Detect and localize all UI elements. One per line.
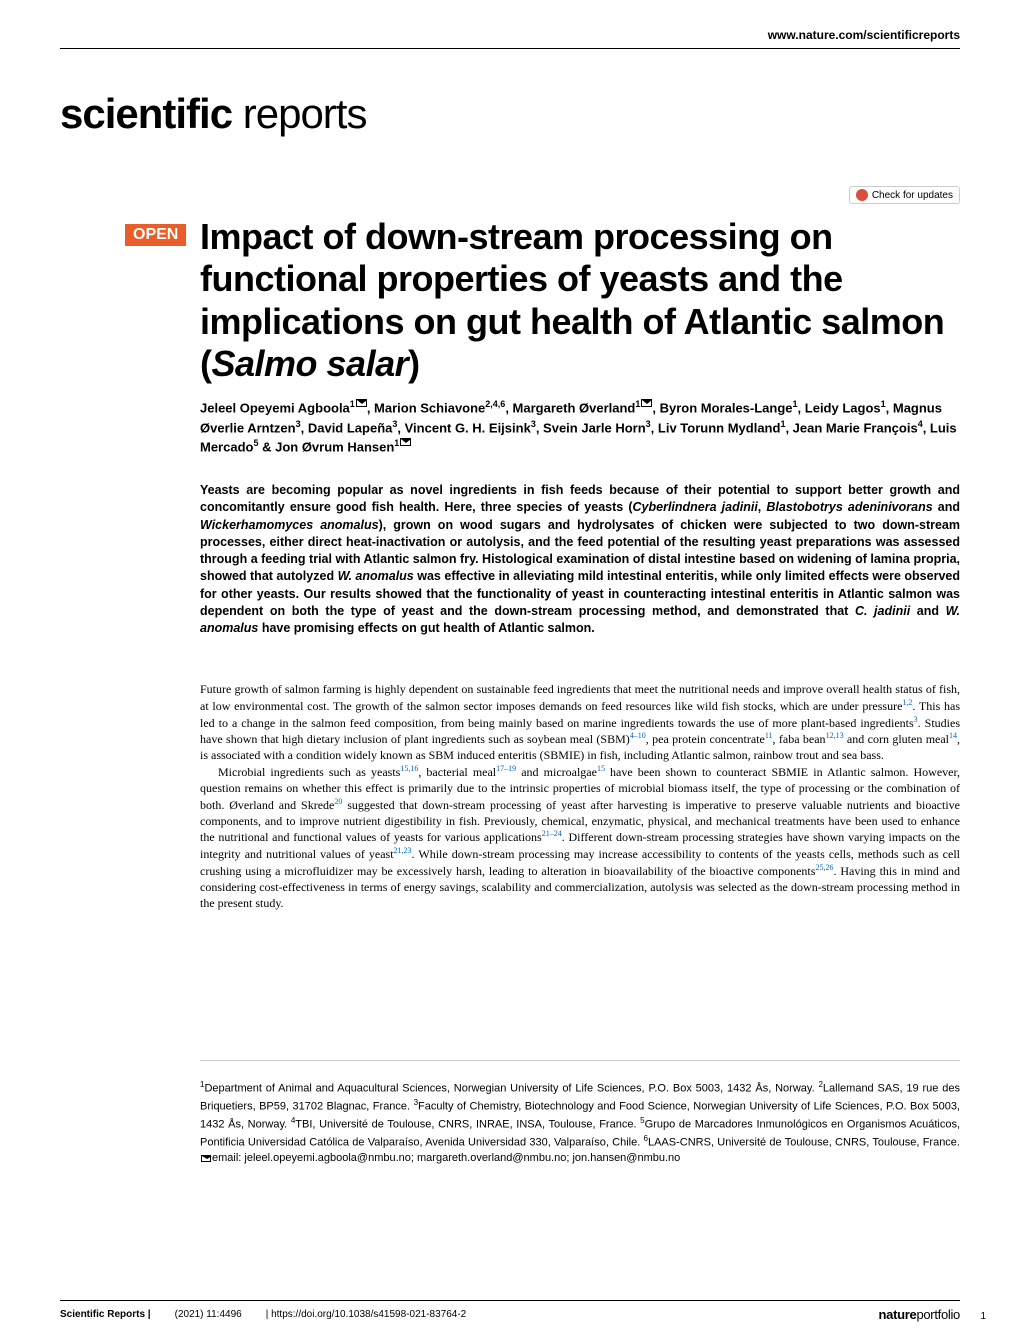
body-paragraph: Microbial ingredients such as yeasts15,1…	[200, 764, 960, 911]
mail-icon	[400, 438, 411, 446]
body-text: Future growth of salmon farming is highl…	[200, 682, 960, 912]
journal-logo: scientific reports	[60, 90, 366, 138]
footer-citation: (2021) 11:4496	[175, 1309, 242, 1320]
check-updates-label: Check for updates	[872, 190, 953, 201]
mail-icon	[641, 399, 652, 407]
author-list: Jeleel Opeyemi Agboola1, Marion Schiavon…	[200, 398, 960, 457]
top-rule	[60, 48, 960, 49]
footer-publisher-light: portfolio	[916, 1307, 960, 1322]
header-url: www.nature.com/scientificreports	[768, 28, 960, 42]
body-paragraph: Future growth of salmon farming is highl…	[200, 682, 960, 764]
footer-publisher: natureportfolio	[879, 1307, 961, 1322]
abstract: Yeasts are becoming popular as novel ing…	[200, 482, 960, 637]
journal-logo-light: reports	[232, 90, 366, 137]
page-number: 1	[980, 1311, 986, 1322]
check-updates-icon	[856, 189, 868, 201]
footer-doi: | https://doi.org/10.1038/s41598-021-837…	[266, 1309, 467, 1320]
mail-icon	[356, 399, 367, 407]
article-title: Impact of down-stream processing on func…	[200, 216, 960, 386]
page-footer: Scientific Reports | (2021) 11:4496 | ht…	[60, 1300, 960, 1322]
footer-publisher-bold: nature	[879, 1307, 917, 1322]
footer-journal: Scientific Reports |	[60, 1309, 151, 1320]
journal-logo-bold: scientific	[60, 90, 232, 137]
check-updates-button[interactable]: Check for updates	[849, 186, 960, 204]
footer-left: Scientific Reports | (2021) 11:4496 | ht…	[60, 1309, 466, 1320]
affiliations: 1Department of Animal and Aquacultural S…	[200, 1060, 960, 1167]
open-access-badge: OPEN	[125, 224, 186, 246]
mail-icon	[201, 1155, 211, 1162]
